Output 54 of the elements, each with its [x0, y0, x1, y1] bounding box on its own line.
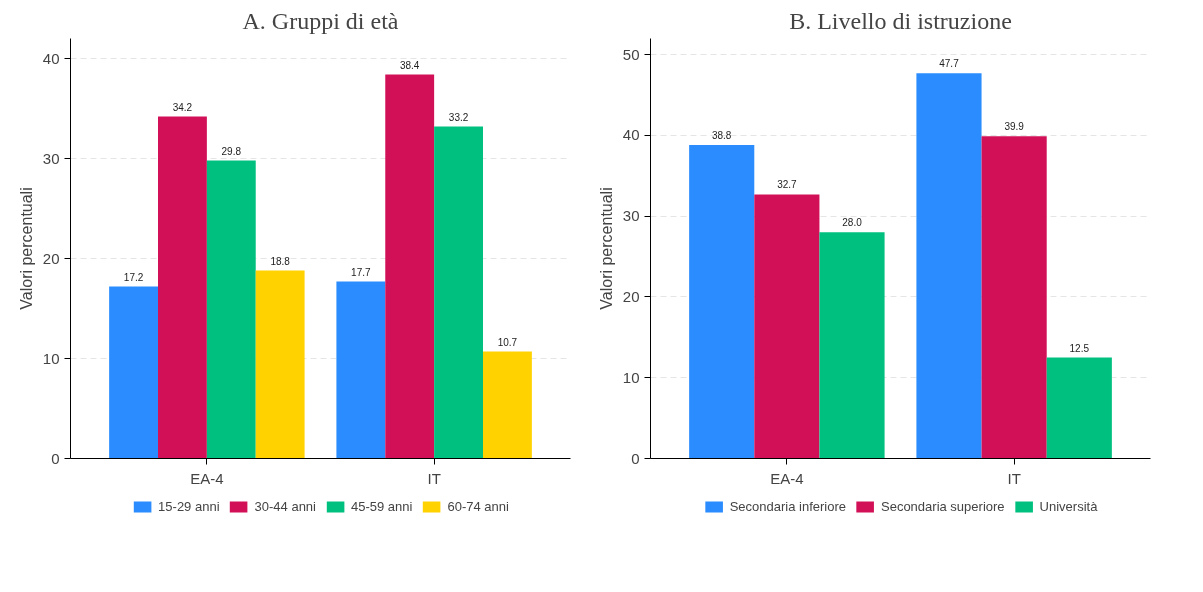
legend-label: 15-29 anni	[158, 498, 220, 514]
y-tick-label: 40	[622, 126, 640, 144]
y-tick-label: 0	[51, 449, 60, 467]
data-label: 38.8	[711, 130, 732, 142]
y-tick-label: 0	[631, 449, 640, 467]
data-label: 18.8	[270, 255, 291, 267]
y-axis-title: Valori percentuali	[597, 187, 615, 310]
legend-label: Secondaria inferiore	[729, 498, 846, 514]
bar	[689, 145, 755, 459]
legend-label: Università	[1039, 498, 1098, 514]
y-tick-label: 30	[42, 149, 60, 167]
chart-title: B. Livello di istruzione	[789, 7, 1012, 34]
y-tick-label: 10	[622, 368, 640, 386]
y-tick-label: 10	[42, 349, 60, 367]
data-label: 32.7	[777, 179, 798, 191]
legend-label: Secondaria superiore	[880, 498, 1005, 514]
bar	[1046, 357, 1112, 459]
data-label: 12.5	[1069, 342, 1090, 354]
bar	[206, 160, 256, 459]
y-tick-label: 20	[622, 287, 640, 305]
data-label: 29.8	[221, 145, 242, 157]
bar	[255, 270, 305, 459]
y-tick-label: 30	[622, 207, 640, 225]
legend-label: 60-74 anni	[447, 498, 509, 514]
bar	[916, 73, 982, 459]
x-tick-label: EA-4	[770, 469, 804, 487]
data-label: 10.7	[497, 336, 518, 348]
data-label: 47.7	[939, 58, 960, 70]
data-label: 33.2	[448, 111, 469, 123]
x-tick-label: IT	[427, 469, 441, 487]
bar	[109, 286, 158, 459]
bar	[385, 74, 435, 459]
legend-label: 30-44 anni	[254, 498, 316, 514]
bar	[981, 136, 1047, 459]
y-tick-label: 50	[622, 45, 640, 63]
x-tick-label: IT	[1007, 469, 1021, 487]
bar	[158, 116, 207, 459]
bar	[336, 281, 386, 459]
y-tick-label: 40	[42, 49, 60, 67]
legend-label: 45-59 anni	[351, 498, 413, 514]
data-label: 38.4	[399, 59, 420, 71]
bar	[434, 126, 483, 459]
y-axis-title: Valori percentuali	[17, 187, 35, 310]
bar	[754, 194, 820, 459]
bar	[483, 351, 532, 459]
data-label: 17.2	[123, 271, 144, 283]
bar	[819, 232, 885, 459]
y-tick-label: 20	[42, 249, 60, 267]
data-label: 34.2	[172, 101, 193, 113]
data-label: 28.0	[842, 217, 863, 229]
chart-title: A. Gruppi di età	[242, 7, 399, 34]
x-tick-label: EA-4	[190, 469, 224, 487]
data-label: 39.9	[1004, 121, 1025, 133]
data-label: 17.7	[351, 266, 372, 278]
